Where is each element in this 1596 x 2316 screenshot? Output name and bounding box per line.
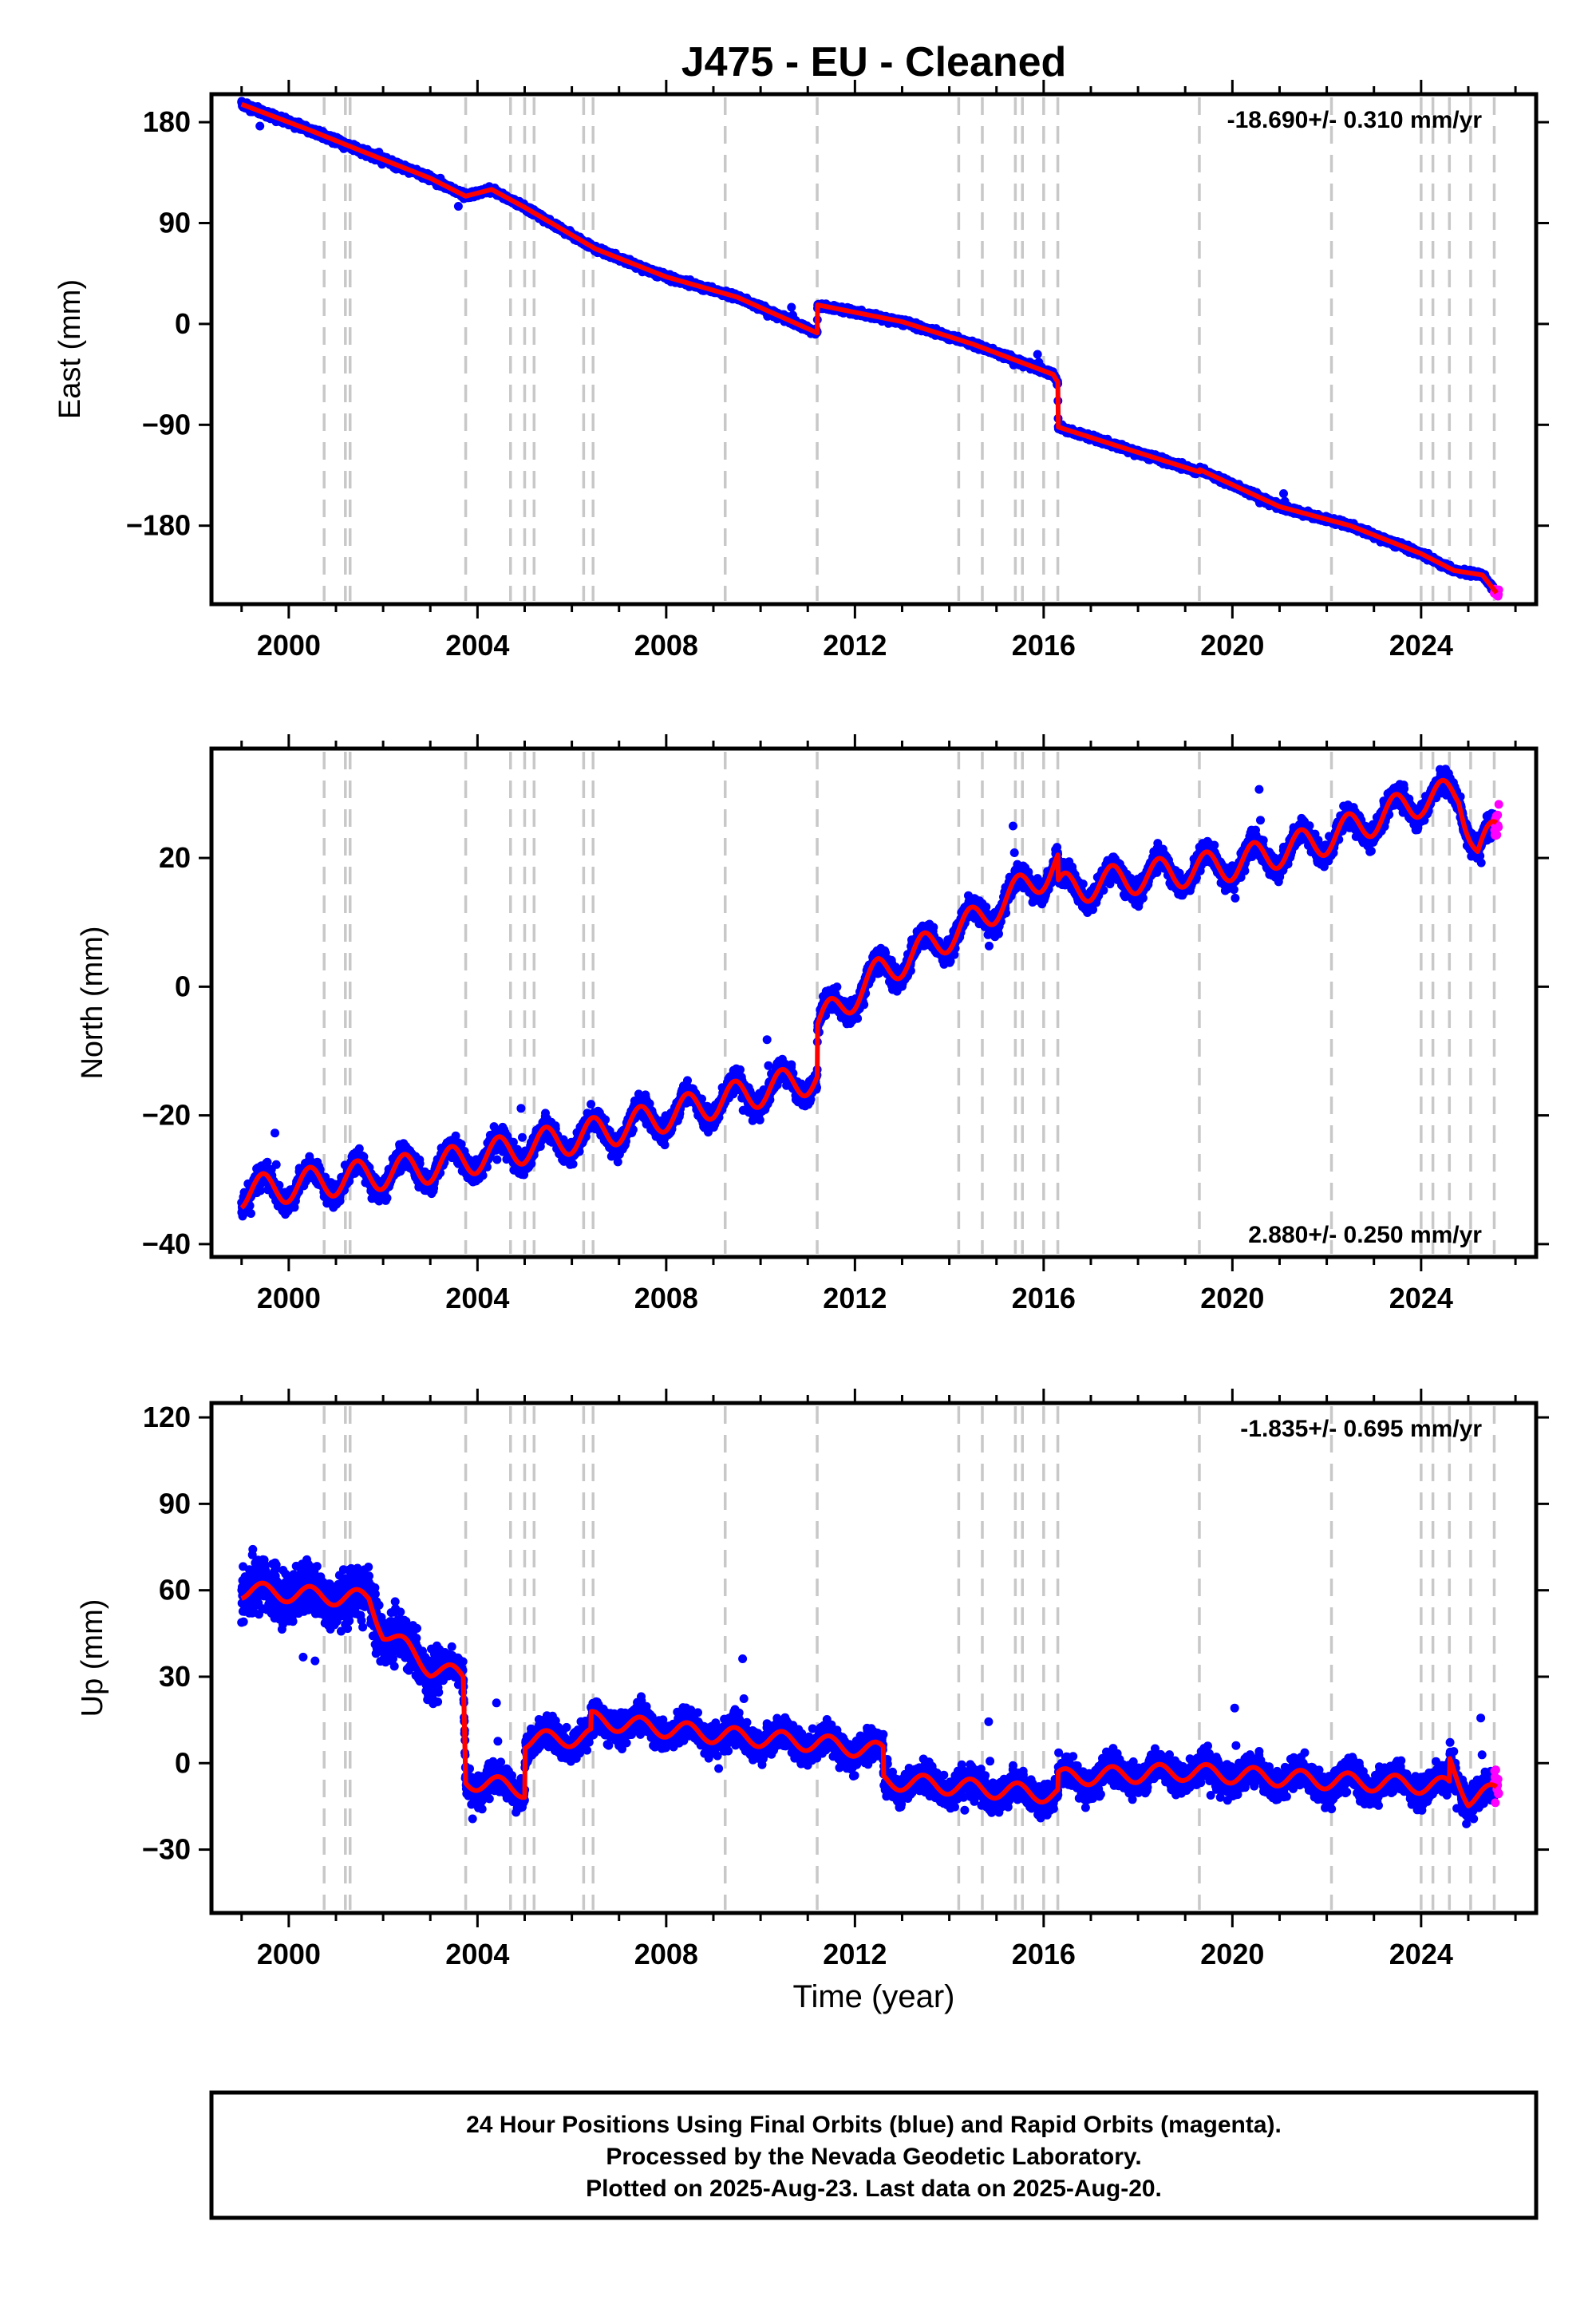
x-tick-label: 2000 (257, 1282, 321, 1314)
x-tick-label: 2000 (257, 629, 321, 662)
x-tick-label: 2016 (1012, 1282, 1076, 1314)
plot-frame (209, 746, 1539, 1259)
y-tick-label: −20 (142, 1099, 191, 1132)
velocity-annotation: 2.880+/- 0.250 mm/yr (1248, 1222, 1482, 1248)
y-tick-label: 180 (143, 105, 191, 138)
x-tick-label: 2024 (1389, 629, 1453, 662)
y-tick-label: 0 (175, 307, 191, 340)
x-tick-label: 2016 (1012, 1938, 1076, 1970)
x-tick-label: 2024 (1389, 1282, 1453, 1314)
y-tick-label: 0 (175, 970, 191, 1002)
y-tick-label: 0 (175, 1746, 191, 1779)
figure-title: J475 - EU - Cleaned (681, 39, 1067, 85)
y-tick-label: 90 (159, 207, 191, 239)
x-tick-label: 2020 (1200, 629, 1264, 662)
velocity-annotation: -1.835+/- 0.695 mm/yr (1240, 1416, 1482, 1442)
final-orbit-scatter (237, 1544, 1499, 1828)
x-tick-label: 2024 (1389, 1938, 1453, 1970)
x-tick-label: 2008 (634, 1938, 698, 1970)
event-lines (322, 752, 1496, 1254)
model-fit-line (239, 1580, 1499, 1808)
velocity-annotation: -18.690+/- 0.310 mm/yr (1227, 107, 1483, 133)
up-panel: −30 0 30 60 90 120 2000 2004 2008 2012 2016 2020 202… (76, 1389, 1549, 1970)
footer-line-1: 24 Hour Positions Using Final Orbits (bl… (466, 2112, 1282, 2138)
footer-line-2: Processed by the Nevada Geodetic Laborat… (606, 2144, 1141, 2170)
y-axis-label: East (mm) (53, 279, 87, 419)
y-tick-label: −30 (142, 1833, 191, 1866)
y-axis-label: North (mm) (76, 926, 109, 1079)
y-tick-label: −180 (126, 509, 191, 542)
y-axis-label: Up (mm) (76, 1599, 109, 1717)
east-panel: −180 −90 0 90 180 2000 2004 2008 2012 2016 2020 202… (53, 80, 1549, 662)
north-panel: −40 −20 0 20 2000 2004 2008 2012 2016 2020 2024 Nor… (76, 734, 1549, 1314)
x-tick-label: 2004 (445, 1282, 509, 1314)
x-tick-label: 2004 (445, 629, 509, 662)
y-tick-label: 120 (143, 1401, 191, 1433)
x-tick-label: 2016 (1012, 629, 1076, 662)
plot-frame (209, 92, 1539, 607)
x-tick-label: 2008 (634, 629, 698, 662)
x-tick-label: 2020 (1200, 1282, 1264, 1314)
x-tick-label: 2008 (634, 1282, 698, 1314)
rapid-orbit-scatter (1490, 1765, 1503, 1808)
x-tick-label: 2012 (823, 1282, 887, 1314)
footer-line-3: Plotted on 2025-Aug-23. Last data on 202… (586, 2176, 1162, 2202)
y-tick-label: −90 (142, 408, 191, 441)
x-axis-label: Time (year) (793, 1979, 955, 2014)
model-fit-line (239, 101, 1499, 595)
y-tick-label: 60 (159, 1574, 191, 1607)
y-tick-label: −40 (142, 1227, 191, 1260)
x-tick-label: 2000 (257, 1938, 321, 1970)
final-orbit-points (237, 1544, 1503, 1828)
footer-box: 24 Hour Positions Using Final Orbits (bl… (209, 2090, 1539, 2220)
x-tick-label: 2020 (1200, 1938, 1264, 1970)
y-tick-label: 90 (159, 1487, 191, 1520)
y-tick-label: 30 (159, 1660, 191, 1693)
x-tick-label: 2012 (823, 629, 887, 662)
event-lines (322, 1406, 1496, 1910)
final-orbit-points (237, 97, 1503, 601)
plot-frame (209, 1401, 1539, 1915)
x-tick-label: 2004 (445, 1938, 509, 1970)
x-tick-label: 2012 (823, 1938, 887, 1970)
event-lines (322, 97, 1496, 601)
final-orbit-scatter (237, 97, 1499, 595)
y-tick-label: 20 (159, 841, 191, 874)
model-fit-line (239, 777, 1499, 1210)
